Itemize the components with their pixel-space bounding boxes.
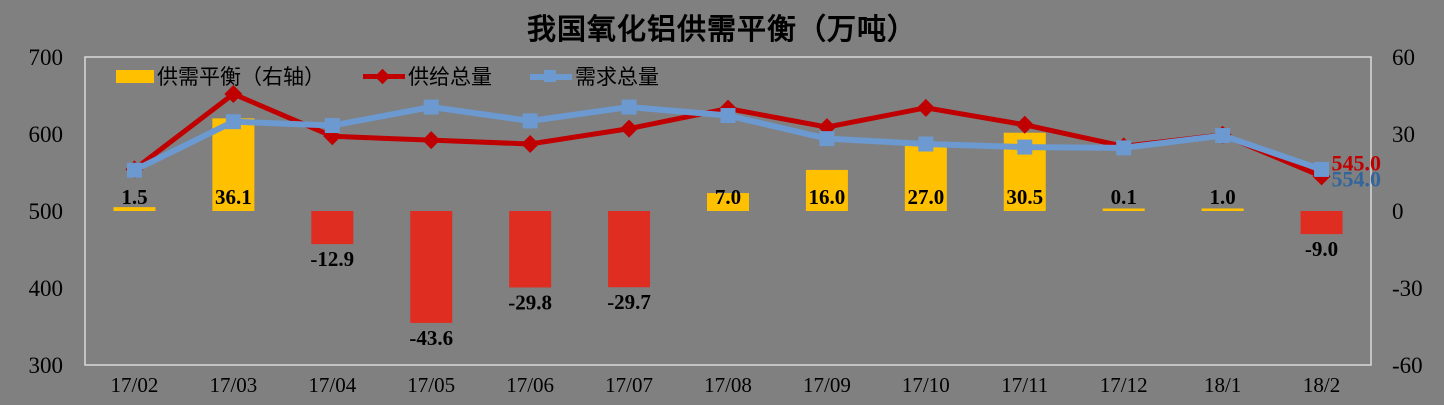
bar-18/2 xyxy=(1300,211,1343,235)
x-axis-tick: 17/05 xyxy=(407,373,455,397)
right-axis-tick: -60 xyxy=(1392,353,1423,378)
bar-17/12 xyxy=(1102,208,1145,211)
demand-line-swatch-icon xyxy=(530,68,572,85)
bar-label-18/2: -9.0 xyxy=(1305,237,1338,261)
legend-label-demand: 需求总量 xyxy=(575,65,659,89)
balance-bar-swatch-icon xyxy=(116,69,154,83)
demand-square-marker-icon xyxy=(720,108,736,124)
x-axis-tick: 17/07 xyxy=(605,373,653,397)
bar-17/05 xyxy=(410,211,453,323)
legend-item-balance: 供需平衡（右轴） xyxy=(116,61,325,91)
end-label-supply: 545.0 xyxy=(1332,150,1382,175)
bar-label-17/02: 1.5 xyxy=(121,185,147,209)
supply-diamond-marker-icon xyxy=(620,119,639,138)
demand-square-marker-icon xyxy=(621,99,637,115)
right-axis-tick: 0 xyxy=(1392,199,1404,224)
bar-label-17/05: -43.6 xyxy=(409,326,453,350)
demand-square-marker-icon xyxy=(918,136,934,152)
demand-square-marker-icon xyxy=(819,131,835,147)
bar-label-18/1: 1.0 xyxy=(1209,185,1235,209)
right-axis-tick: 60 xyxy=(1392,45,1415,70)
bar-label-17/06: -29.8 xyxy=(508,290,552,314)
demand-square-marker-icon xyxy=(423,99,439,115)
bar-label-17/09: 16.0 xyxy=(809,185,846,209)
plot-border xyxy=(84,56,1372,366)
bar-17/08 xyxy=(707,193,749,211)
legend: 供需平衡（右轴） 供给总量 需求总量 xyxy=(116,61,659,91)
x-axis-tick: 17/12 xyxy=(1100,373,1148,397)
supply-diamond-marker-icon xyxy=(224,84,243,103)
x-axis-tick: 17/02 xyxy=(111,373,159,397)
supply-diamond-marker-icon xyxy=(1015,115,1034,134)
x-axis-tick: 17/06 xyxy=(506,373,554,397)
demand-square-marker-icon xyxy=(544,69,556,82)
bar-17/03 xyxy=(212,118,255,211)
bar-label-17/10: 27.0 xyxy=(907,185,944,209)
end-label-demand: 554.0 xyxy=(1332,166,1382,191)
x-axis-tick: 18/1 xyxy=(1204,373,1241,397)
demand-square-marker-icon xyxy=(522,113,538,129)
bar-label-17/12: 0.1 xyxy=(1111,185,1137,209)
demand-square-marker-icon xyxy=(1215,128,1231,144)
x-axis-tick: 17/03 xyxy=(209,373,257,397)
legend-item-supply: 供给总量 xyxy=(363,61,492,91)
bar-label-17/03: 36.1 xyxy=(215,185,252,209)
demand-square-marker-icon xyxy=(1314,161,1330,177)
bar-17/09 xyxy=(805,169,848,211)
bar-17/04 xyxy=(311,211,354,245)
demand-square-marker-icon xyxy=(225,114,241,130)
legend-item-demand: 需求总量 xyxy=(530,61,659,91)
bar-18/1 xyxy=(1201,208,1244,211)
right-axis-tick: 30 xyxy=(1392,122,1415,147)
bar-17/10 xyxy=(904,141,947,211)
left-axis-tick: 400 xyxy=(29,276,64,301)
demand-square-marker-icon xyxy=(1017,139,1033,155)
demand-square-marker-icon xyxy=(324,118,340,134)
supply-diamond-marker-icon xyxy=(521,135,540,154)
bar-label-17/11: 30.5 xyxy=(1006,185,1043,209)
x-axis-tick: 18/2 xyxy=(1303,373,1340,397)
left-axis-tick: 500 xyxy=(29,199,64,224)
bar-17/06 xyxy=(509,211,552,288)
x-axis-tick: 17/08 xyxy=(704,373,752,397)
demand-square-marker-icon xyxy=(126,162,142,178)
legend-label-supply: 供给总量 xyxy=(408,65,492,89)
chart-title: 我国氧化铝供需平衡（万吨） xyxy=(526,14,917,46)
bar-17/02 xyxy=(113,207,156,211)
left-axis-tick: 600 xyxy=(29,122,64,147)
right-axis-tick: -30 xyxy=(1392,276,1423,301)
supply-diamond-marker-icon xyxy=(817,118,836,137)
bar-label-17/04: -12.9 xyxy=(310,247,354,271)
x-axis-tick: 17/11 xyxy=(1001,373,1048,397)
left-axis-tick: 700 xyxy=(29,45,64,70)
supply-diamond-marker-icon xyxy=(374,68,391,84)
bar-17/07 xyxy=(608,211,651,288)
x-axis-tick: 17/09 xyxy=(803,373,851,397)
bar-label-17/08: 7.0 xyxy=(715,185,741,209)
supply-line-swatch-icon xyxy=(363,68,405,85)
supply-diamond-marker-icon xyxy=(422,131,441,150)
legend-label-balance: 供需平衡（右轴） xyxy=(157,65,325,89)
left-axis-tick: 300 xyxy=(29,353,64,378)
x-axis-tick: 17/04 xyxy=(308,373,356,397)
bar-label-17/07: -29.7 xyxy=(607,290,651,314)
supply-diamond-marker-icon xyxy=(916,98,935,117)
demand-square-marker-icon xyxy=(1116,140,1132,156)
x-axis-tick: 17/10 xyxy=(902,373,950,397)
